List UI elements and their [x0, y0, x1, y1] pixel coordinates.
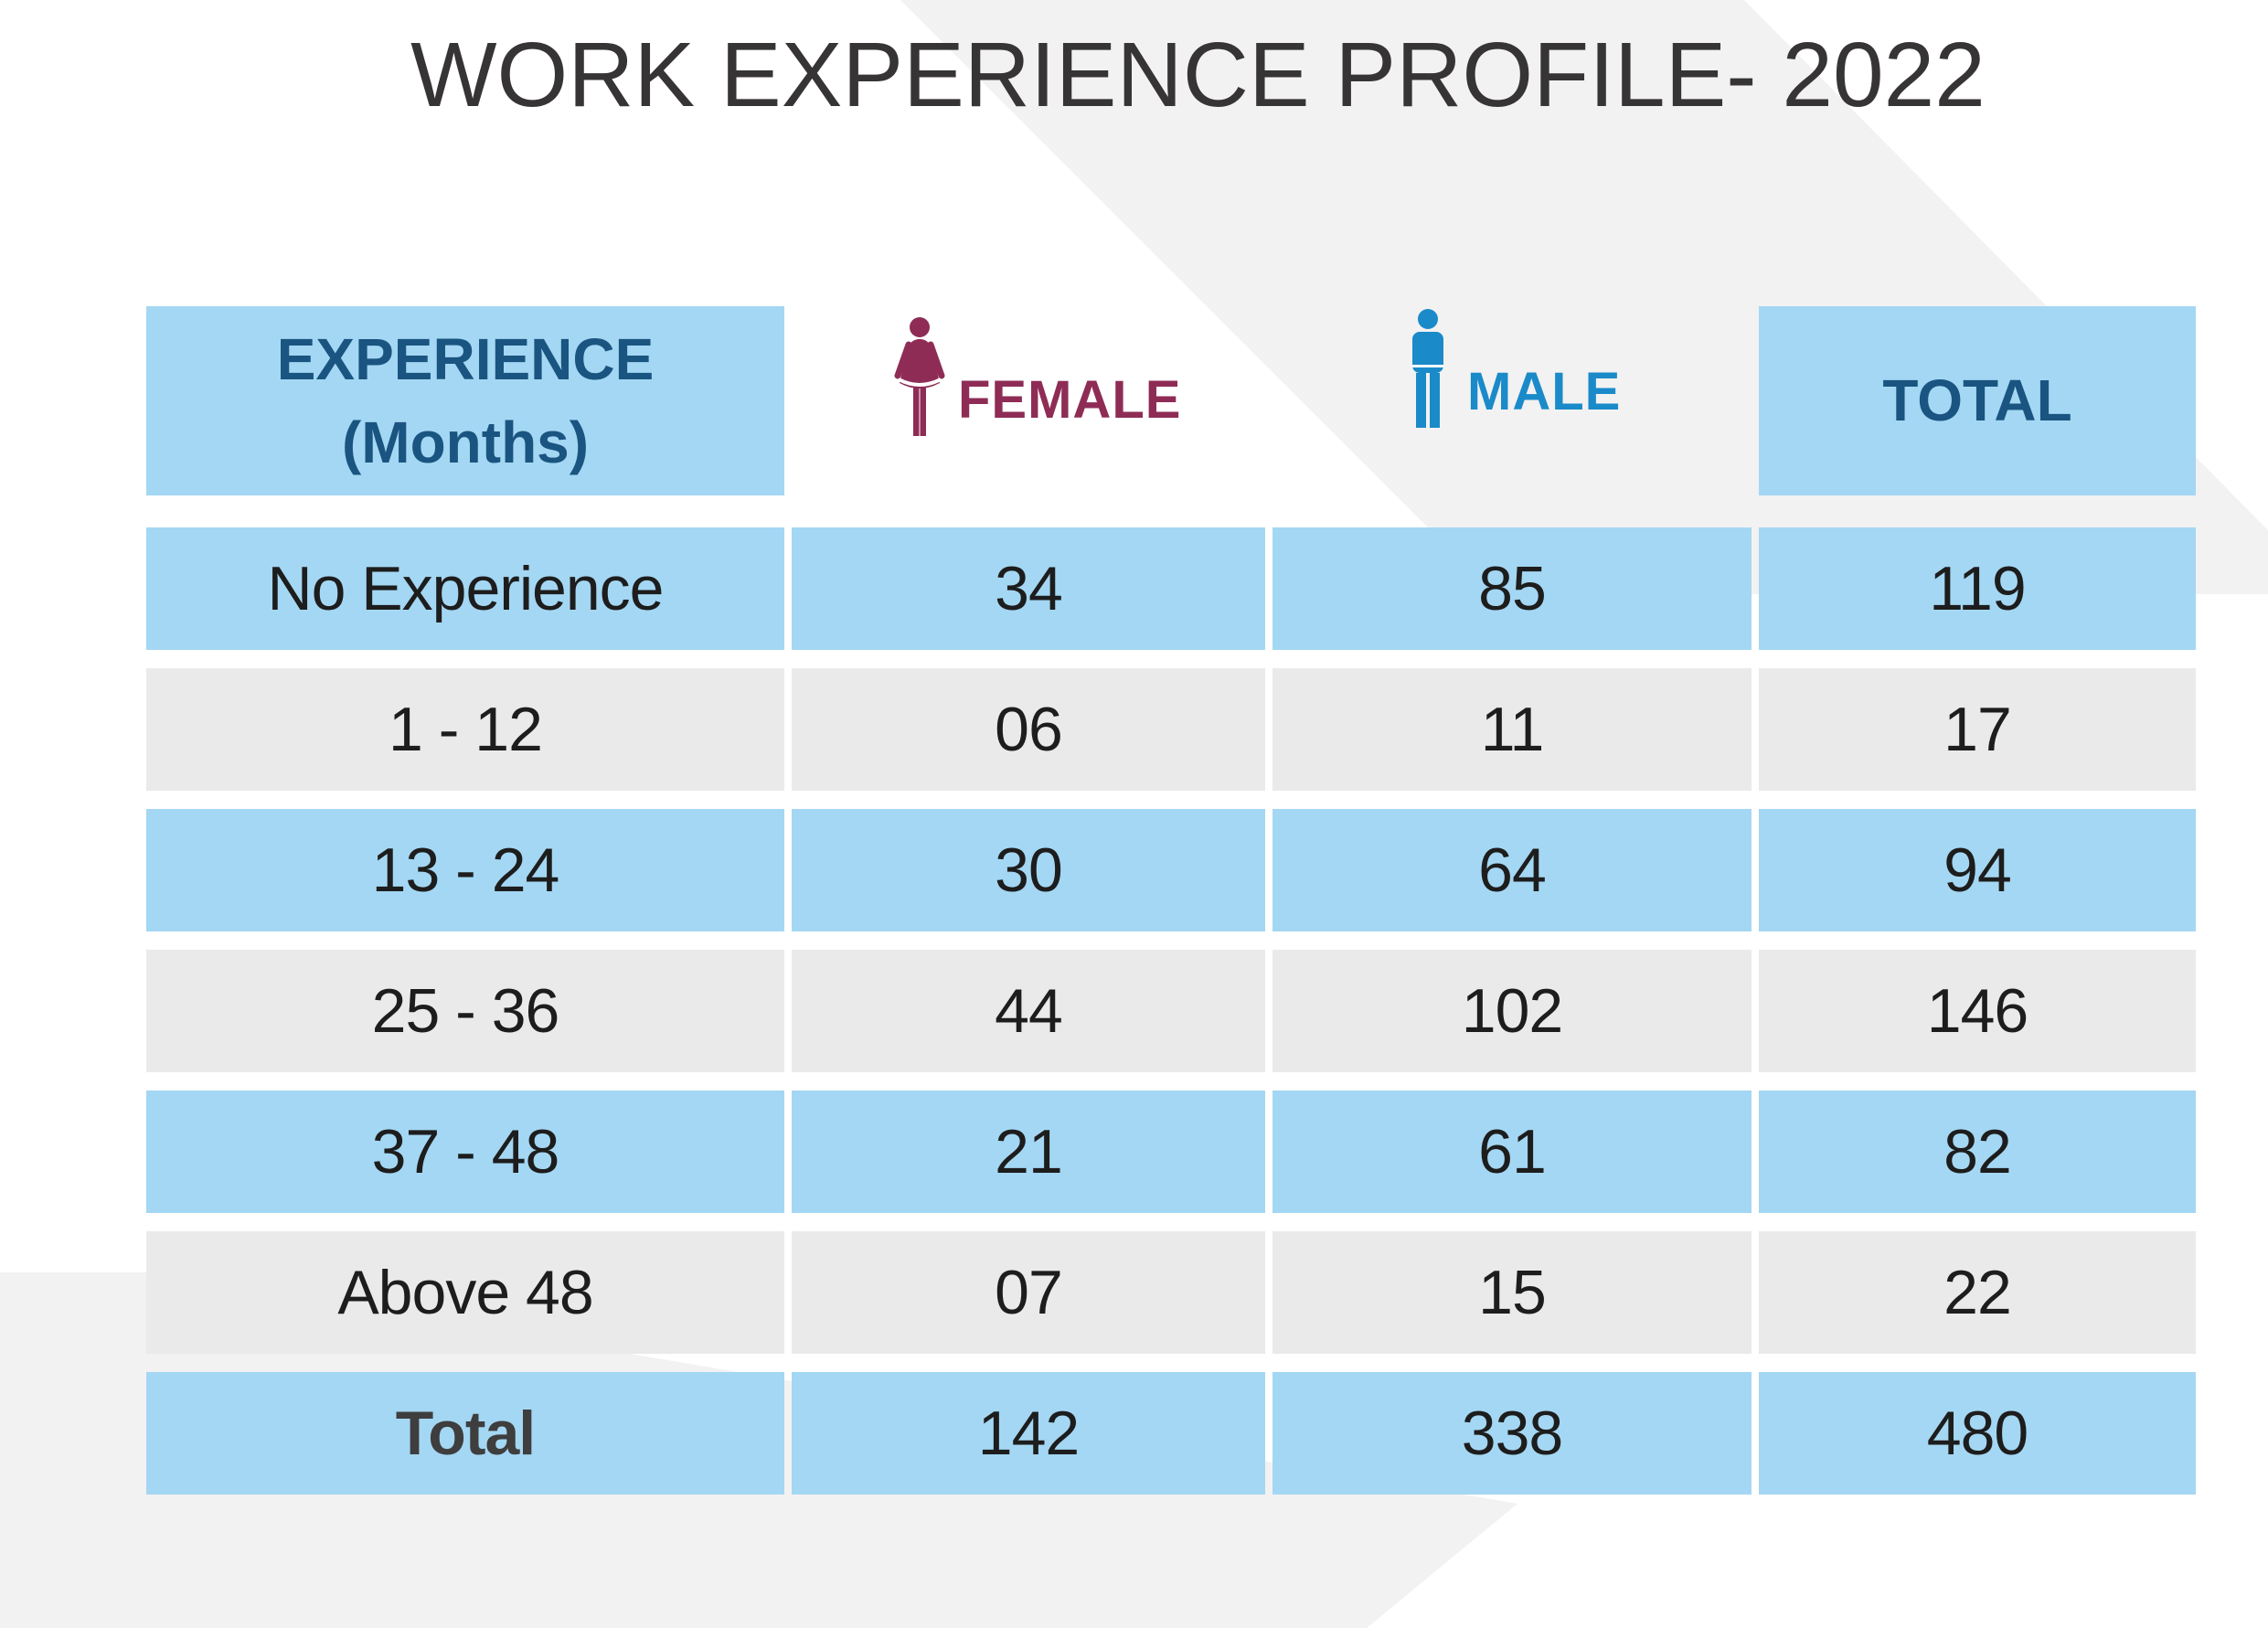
experience-header-box: EXPERIENCE (Months) [146, 306, 784, 495]
male-header: MALE [1272, 306, 1752, 495]
total-row-label-cell: Total [146, 1372, 784, 1495]
female-pictogram-icon [890, 306, 949, 440]
total-value-cell: 146 [1759, 950, 2196, 1072]
experience-table: No Experience 34 85 119 1 - 12 06 11 17 … [146, 527, 2196, 1495]
female-value-cell: 34 [792, 527, 1265, 650]
male-header-label: MALE [1467, 362, 1622, 421]
row-label-cell: 37 - 48 [146, 1091, 784, 1213]
total-value-cell: 17 [1759, 668, 2196, 791]
page-title: WORK EXPERIENCE PROFILE- 2022 [410, 24, 1986, 126]
experience-header-line1: EXPERIENCE [276, 325, 655, 392]
male-value-cell: 102 [1272, 950, 1752, 1072]
experience-header-line2: (Months) [341, 409, 590, 475]
female-value-cell: 30 [792, 809, 1265, 931]
female-value-cell: 06 [792, 668, 1265, 791]
table-header-row: EXPERIENCE (Months) FEMALE [146, 306, 2196, 495]
row-label-cell: 1 - 12 [146, 668, 784, 791]
male-value-cell: 61 [1272, 1091, 1752, 1213]
grand-total-cell: 480 [1759, 1372, 2196, 1495]
female-value-cell: 21 [792, 1091, 1265, 1213]
female-header: FEMALE [792, 306, 1265, 495]
row-label-cell: Above 48 [146, 1231, 784, 1354]
male-value-cell: 64 [1272, 809, 1752, 931]
row-label-cell: 13 - 24 [146, 809, 784, 931]
total-value-cell: 22 [1759, 1231, 2196, 1354]
total-value-cell: 119 [1759, 527, 2196, 650]
female-total-cell: 142 [792, 1372, 1265, 1495]
row-label-cell: No Experience [146, 527, 784, 650]
total-header-label: TOTAL [1882, 367, 2072, 434]
male-value-cell: 85 [1272, 527, 1752, 650]
female-value-cell: 07 [792, 1231, 1265, 1354]
male-total-cell: 338 [1272, 1372, 1752, 1495]
total-value-cell: 94 [1759, 809, 2196, 931]
total-header-box: TOTAL [1759, 306, 2196, 495]
male-value-cell: 11 [1272, 668, 1752, 791]
male-pictogram-icon [1405, 306, 1451, 430]
male-value-cell: 15 [1272, 1231, 1752, 1354]
row-label-cell: 25 - 36 [146, 950, 784, 1072]
female-value-cell: 44 [792, 950, 1265, 1072]
female-header-label: FEMALE [958, 370, 1182, 430]
total-value-cell: 82 [1759, 1091, 2196, 1213]
